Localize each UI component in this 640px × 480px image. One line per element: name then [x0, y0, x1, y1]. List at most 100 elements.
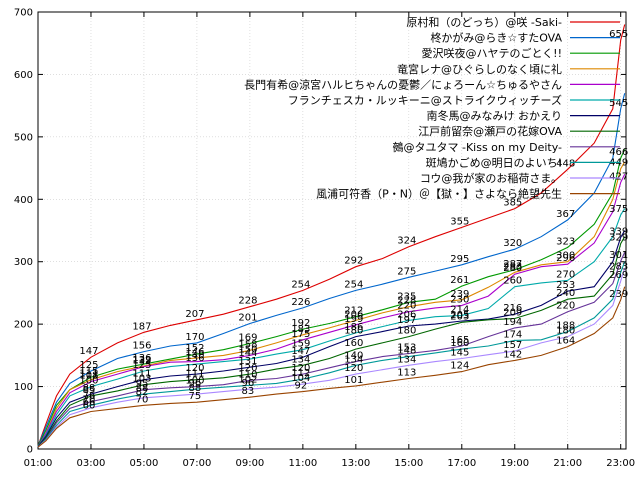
data-label: 165: [450, 335, 469, 346]
data-label: 111: [185, 369, 204, 380]
series-line: [37, 236, 626, 448]
data-label: 76: [83, 391, 96, 402]
x-tick-label: 23:00: [606, 458, 635, 469]
data-label: 323: [556, 236, 575, 247]
data-label: 140: [185, 351, 204, 362]
data-label: 296: [556, 253, 575, 264]
series-line: [37, 252, 626, 448]
data-label: 148: [397, 346, 416, 357]
data-label: 96: [242, 378, 255, 389]
data-label: 329: [609, 233, 628, 244]
x-tick-label: 21:00: [553, 458, 582, 469]
x-tick-label: 19:00: [500, 458, 529, 469]
data-label: 206: [344, 309, 363, 320]
data-label: 295: [450, 254, 469, 265]
data-label: 170: [185, 332, 204, 343]
data-label: 174: [503, 329, 522, 340]
data-label: 655: [609, 29, 628, 40]
data-label: 280: [503, 263, 522, 274]
data-label: 175: [291, 329, 310, 340]
data-label: 220: [397, 301, 416, 312]
data-label: 203: [450, 311, 469, 322]
data-label: 216: [503, 303, 522, 314]
data-label: 375: [609, 204, 628, 215]
data-label: 134: [291, 354, 310, 365]
data-label: 125: [79, 360, 98, 371]
data-label: 160: [450, 338, 469, 349]
plot-frame: [37, 11, 627, 450]
legend-label: 竜宮レナ@ひぐらしのなく頃に礼: [397, 62, 562, 76]
data-label: 147: [79, 346, 98, 357]
axes: 0 100 200 300 400 500 600 700 01:00 03:00 05:00 07:…: [14, 8, 635, 470]
data-label: 146: [185, 347, 204, 358]
data-label: 147: [291, 346, 310, 357]
data-label: 283: [503, 261, 522, 272]
data-label: 132: [132, 356, 151, 367]
series-lines: [37, 24, 626, 448]
data-label: 88: [136, 383, 149, 394]
x-tick-label: 07:00: [183, 458, 212, 469]
data-label: 545: [609, 98, 628, 109]
data-label: 159: [291, 339, 310, 350]
data-label: 103: [132, 374, 151, 385]
y-tick-label: 600: [14, 70, 33, 81]
data-label: 261: [450, 275, 469, 286]
data-label: 160: [344, 338, 363, 349]
series-line: [37, 161, 626, 447]
y-tick-label: 500: [14, 132, 33, 143]
data-label: 70: [136, 394, 149, 405]
data-label: 96: [189, 378, 202, 389]
data-label: 134: [344, 354, 363, 365]
data-label: 134: [397, 354, 416, 365]
data-label: 270: [556, 269, 575, 280]
data-label: 136: [185, 353, 204, 364]
data-label: 239: [609, 289, 628, 300]
data-label: 95: [136, 379, 149, 390]
data-label: 300: [556, 251, 575, 262]
data-label: 188: [556, 321, 575, 332]
legend-label: フランチェスカ・ルッキーニ@ストライクウィッチーズ: [288, 93, 562, 107]
x-tick-label: 17:00: [447, 458, 476, 469]
data-label: 228: [238, 296, 257, 307]
data-label: 235: [397, 291, 416, 302]
data-label: 209: [503, 308, 522, 319]
data-label: 115: [79, 366, 98, 377]
data-label: 111: [132, 369, 151, 380]
data-label: 448: [556, 158, 575, 169]
data-label: 355: [450, 216, 469, 227]
data-label: 186: [344, 322, 363, 333]
data-labels: 1471872072282542923243553854486551251561…: [79, 29, 628, 411]
data-label: 385: [503, 198, 522, 209]
data-label: 253: [556, 280, 575, 291]
legend-label: 愛沢咲夜@ハヤテのごとく!!: [422, 46, 563, 60]
series-line: [37, 286, 626, 448]
data-label: 152: [185, 343, 204, 354]
series-line: [37, 93, 626, 447]
data-label: 113: [397, 367, 416, 378]
series-line: [37, 24, 626, 447]
x-tick-label: 15:00: [394, 458, 423, 469]
data-label: 466: [609, 147, 628, 158]
data-label: 169: [238, 332, 257, 343]
data-label: 183: [291, 324, 310, 335]
data-label: 226: [291, 297, 310, 308]
data-label: 180: [344, 326, 363, 337]
data-label: 70: [83, 394, 96, 405]
data-label: 239: [450, 289, 469, 300]
x-tick-label: 03:00: [77, 458, 106, 469]
data-label: 88: [83, 383, 96, 394]
legend: 原村和（のどっち）@咲 -Saki- 柊かがみ@らき☆すたOVA愛沢咲夜@ハヤテの…: [244, 15, 620, 201]
legend-label: 長門有希@涼宮ハルヒちゃんの憂鬱／にょろーん☆ちゅるやさん: [244, 77, 562, 91]
grid: [38, 12, 626, 449]
data-label: 230: [450, 294, 469, 305]
data-label: 75: [189, 391, 202, 402]
data-label: 92: [294, 381, 307, 392]
y-tick-label: 400: [14, 195, 33, 206]
data-label: 180: [397, 326, 416, 337]
data-label: 124: [450, 361, 469, 372]
series-line: [37, 174, 626, 447]
x-tick-label: 01:00: [24, 458, 53, 469]
data-label: 82: [136, 387, 149, 398]
data-label: 301: [609, 250, 628, 261]
